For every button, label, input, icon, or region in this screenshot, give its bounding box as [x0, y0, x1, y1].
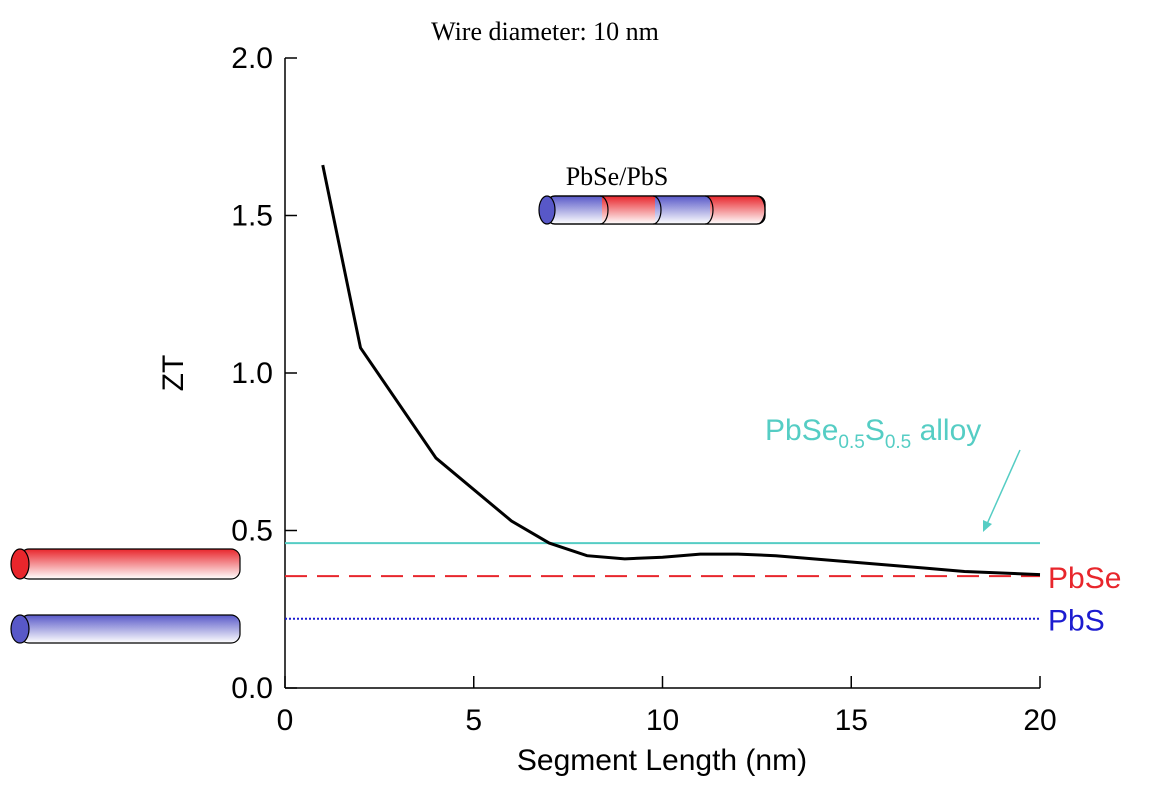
structure-label: PbSe/PbS — [566, 162, 669, 191]
alloy-label: PbSe0.5S0.5 alloy — [765, 414, 981, 453]
alloy-label-sub: 0.5 — [838, 432, 864, 453]
x-tick-label: 0 — [277, 704, 294, 737]
annotation-arrowhead — [983, 520, 992, 532]
alloy-label-part: alloy — [911, 414, 981, 447]
alloy-label-sub: 0.5 — [885, 432, 911, 453]
x-tick-label: 20 — [1023, 704, 1056, 737]
x-tick-label: 15 — [835, 704, 868, 737]
reference-label: PbSe — [1048, 562, 1121, 595]
y-tick-label: 0.5 — [231, 515, 273, 548]
x-tick-label: 10 — [646, 704, 679, 737]
x-axis-label: Segment Length (nm) — [517, 744, 807, 777]
y-tick-label: 0.0 — [231, 672, 273, 705]
y-tick-label: 2.0 — [231, 42, 273, 75]
data-line — [321, 164, 1041, 577]
x-tick-label: 5 — [465, 704, 482, 737]
reference-label: PbS — [1048, 605, 1105, 638]
y-axis-label: ZT — [157, 355, 190, 392]
annotation-arrow — [986, 449, 1021, 525]
cylinder-pbse — [10, 548, 241, 580]
cylinder-superlattice — [538, 195, 766, 225]
chart-title: Wire diameter: 10 nm — [431, 17, 659, 46]
cylinder-pbs — [10, 614, 241, 644]
alloy-label-part: S — [865, 414, 885, 447]
plot-area: 0.0 0.5 1.0 1.5 2.0 0 5 10 15 20 PbSe PbS — [231, 42, 1121, 737]
y-tick-label: 1.5 — [231, 200, 273, 233]
y-tick-label: 1.0 — [231, 357, 273, 390]
alloy-label-part: PbSe — [765, 414, 838, 447]
